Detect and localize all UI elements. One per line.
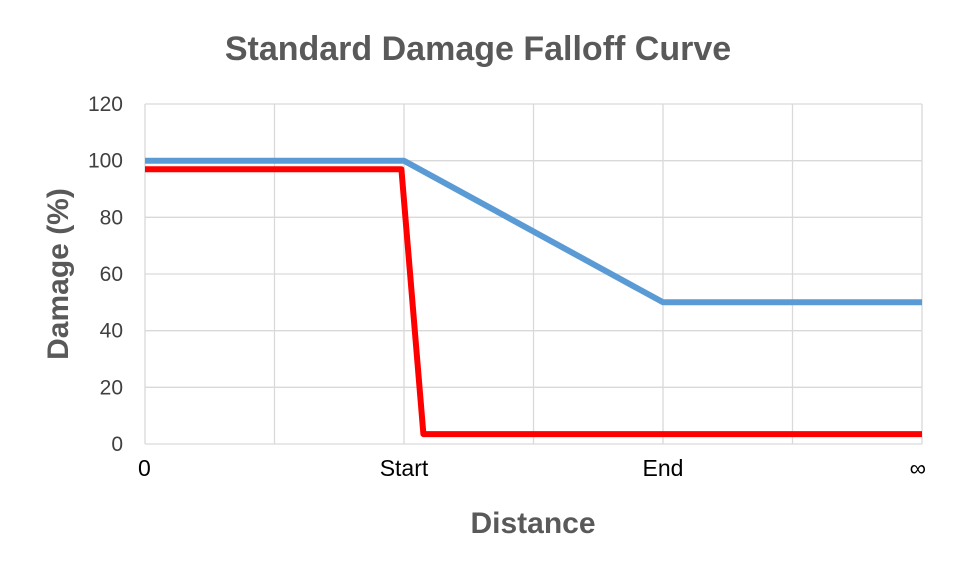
series-line-0 bbox=[145, 157, 922, 306]
x-axis-title: Distance bbox=[470, 507, 595, 540]
x-tick-label-2: Start bbox=[380, 455, 429, 481]
series-line-1 bbox=[145, 166, 922, 438]
y-tick-label-6: 120 bbox=[88, 93, 123, 116]
y-tick-label-5: 100 bbox=[88, 150, 123, 173]
y-tick-label-3: 60 bbox=[100, 263, 123, 286]
x-axis-ticks: 0 Start End ∞ bbox=[138, 455, 926, 481]
y-axis-title: Damage (%) bbox=[42, 188, 75, 360]
chart-title: Standard Damage Falloff Curve bbox=[225, 30, 731, 68]
y-tick-label-4: 80 bbox=[100, 206, 123, 229]
y-axis-ticks: 0 20 40 60 80 100 120 bbox=[88, 93, 123, 456]
x-tick-label-4: End bbox=[643, 455, 684, 481]
gridlines bbox=[144, 103, 923, 445]
y-tick-label-0: 0 bbox=[111, 433, 123, 456]
x-tick-label-6: ∞ bbox=[910, 455, 926, 481]
x-tick-label-0: 0 bbox=[138, 455, 151, 481]
y-tick-label-1: 20 bbox=[100, 376, 123, 399]
series-lines bbox=[145, 157, 922, 438]
y-tick-label-2: 40 bbox=[100, 320, 123, 343]
